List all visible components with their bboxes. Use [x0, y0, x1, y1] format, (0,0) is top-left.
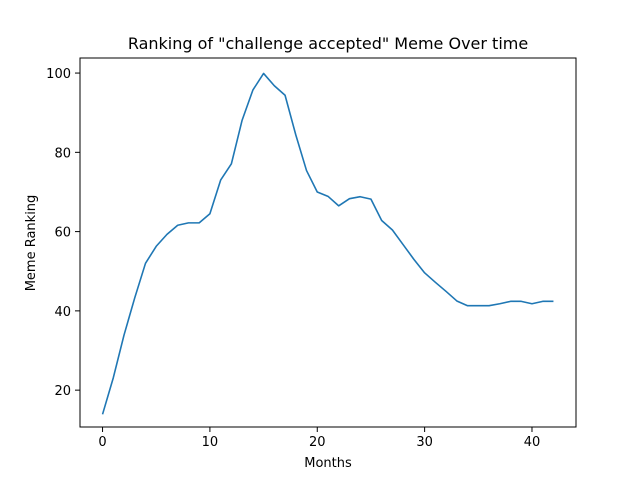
y-tick-label: 80	[54, 146, 71, 161]
chart-title: Ranking of "challenge accepted" Meme Ove…	[128, 34, 528, 53]
x-axis: 0 10 20 30 40	[98, 427, 540, 450]
y-tick-label: 20	[54, 384, 71, 399]
series-line	[101, 72, 554, 415]
plot-area	[101, 72, 554, 415]
y-tick-label: 40	[54, 305, 71, 320]
plot-frame	[79, 57, 577, 428]
x-tick-label: 20	[309, 435, 326, 450]
x-tick-label: 40	[524, 435, 541, 450]
y-axis-label: Meme Ranking	[24, 195, 39, 292]
x-tick-label: 10	[202, 435, 219, 450]
x-tick-label: 0	[98, 435, 106, 450]
y-tick-label: 60	[54, 226, 71, 241]
x-tick-label: 30	[416, 435, 433, 450]
y-axis: 20 40 60 80 100	[46, 67, 80, 399]
x-axis-label: Months	[304, 456, 352, 471]
y-tick-label: 100	[46, 67, 71, 82]
